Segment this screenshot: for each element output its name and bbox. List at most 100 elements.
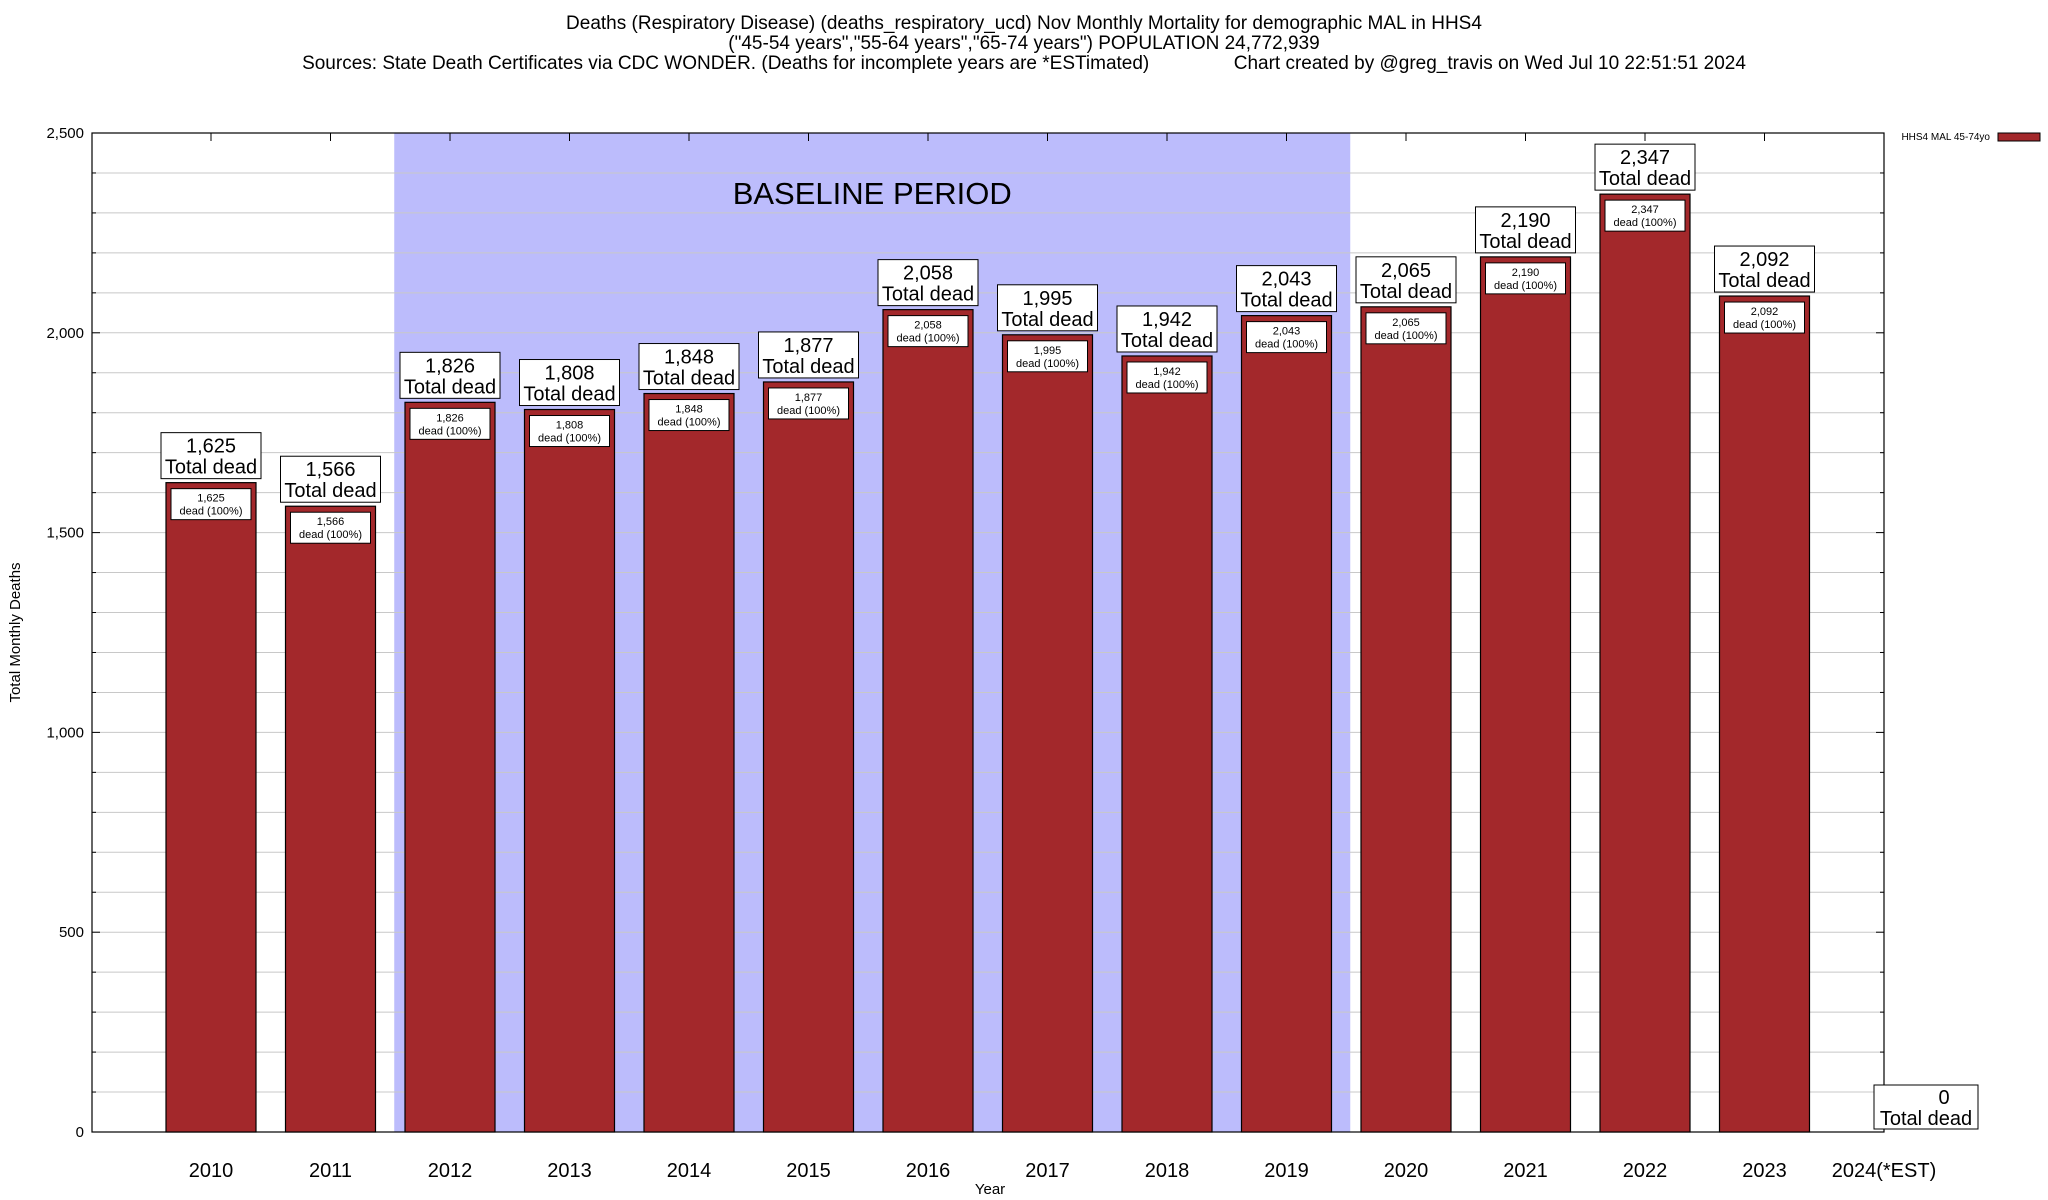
bar: [1599, 193, 1691, 1133]
x-tick-label: 2022: [1623, 1160, 1668, 1182]
bar-top-value: 2,058: [903, 263, 953, 285]
bar-inner-label-box: [648, 399, 730, 432]
bar: [1121, 355, 1213, 1133]
bar-inner-caption: dead (100%): [1494, 280, 1557, 292]
bar-inner-value: 2,043: [1273, 326, 1301, 338]
bar-inner-caption: dead (100%): [658, 417, 721, 429]
x-tick-label: 2014: [667, 1160, 712, 1182]
bar-top-label-box: [1355, 256, 1457, 304]
x-tick-label: 2018: [1145, 1160, 1190, 1182]
bar-top-caption: Total dead: [762, 356, 854, 378]
chart-title: Deaths (Respiratory Disease) (deaths_res…: [0, 14, 2048, 54]
bar-inner-label-box: [529, 415, 610, 448]
bar-inner-value: 1,877: [795, 392, 823, 404]
bar-inner-label-box: [1126, 361, 1208, 394]
bar-top-value: 1,877: [783, 335, 833, 357]
bar-inner-label-box: [887, 315, 969, 348]
bar-inner-value: 1,826: [436, 412, 464, 424]
bar-inner-label-box: [409, 407, 491, 440]
bar: [1718, 295, 1811, 1133]
bar-top-label-box: [758, 331, 859, 379]
x-tick-label: 2016: [906, 1160, 951, 1182]
bar-top-value: 0: [1938, 1087, 1949, 1109]
y-tick-label: 1,500: [46, 525, 84, 542]
x-tick-label: 2015: [786, 1160, 831, 1182]
baseline-period-label: BASELINE PERIOD: [733, 176, 1012, 211]
bar-inner-caption: dead (100%): [180, 506, 243, 518]
x-tick-label: 2012: [428, 1160, 473, 1182]
bar-inner-value: 2,065: [1392, 317, 1420, 329]
bar-top-value: 2,043: [1261, 269, 1311, 291]
bar-top-caption: Total dead: [165, 457, 257, 479]
bar-top-caption: Total dead: [1360, 281, 1452, 303]
bar-top-label-box: [519, 359, 620, 407]
bar-top-value: 1,808: [544, 363, 594, 385]
sources-text: Sources: State Death Certificates via CD…: [302, 53, 1150, 74]
bar-top-label-box: [1116, 305, 1218, 353]
bar-top-value: 2,347: [1620, 147, 1670, 169]
x-tick-label: 2020: [1384, 1160, 1429, 1182]
bar-top-label-box: [160, 432, 262, 480]
title-line-1: Deaths (Respiratory Disease) (deaths_res…: [566, 13, 1482, 34]
bar: [882, 309, 974, 1133]
bar-inner-label-box: [290, 511, 371, 544]
y-tick-label: 1,000: [46, 724, 84, 741]
bar-top-value: 1,826: [425, 355, 475, 377]
x-tick-label: 2023: [1742, 1160, 1787, 1182]
bar-inner-value: 1,848: [675, 404, 703, 416]
bar-inner-caption: dead (100%): [419, 425, 482, 437]
bar-top-label-box: [1236, 265, 1337, 313]
bar-top-caption: Total dead: [882, 284, 974, 306]
bar-top-caption: Total dead: [1121, 330, 1213, 352]
bar-top-label-box: [1873, 1084, 1979, 1130]
bar-top-label-box: [1594, 143, 1696, 191]
bar-inner-value: 2,058: [914, 320, 942, 332]
bar-top-caption: Total dead: [643, 368, 735, 390]
bar-inner-value: 1,942: [1153, 366, 1181, 378]
bar: [1479, 256, 1572, 1133]
legend-swatch: [1997, 132, 2041, 142]
x-tick-label: 2017: [1025, 1160, 1070, 1182]
bar-top-caption: Total dead: [1479, 231, 1571, 253]
bar-inner-label-box: [1604, 199, 1686, 232]
bar-inner-value: 1,625: [197, 493, 225, 505]
bar-inner-caption: dead (100%): [897, 333, 960, 345]
bar-top-label-box: [1714, 245, 1815, 293]
bar-top-caption: Total dead: [1718, 270, 1810, 292]
bar-inner-caption: dead (100%): [1255, 339, 1318, 351]
bar-inner-value: 1,808: [556, 420, 584, 432]
x-tick-label: 2011: [309, 1160, 352, 1182]
title-line-3: Sources: State Death Certificates via CD…: [0, 54, 2048, 74]
bar-inner-value: 2,092: [1751, 306, 1779, 318]
bar-top-caption: Total dead: [1880, 1108, 1972, 1130]
bar-top-caption: Total dead: [1001, 309, 1093, 331]
x-tick-label: 2019: [1264, 1160, 1309, 1182]
x-tick-label: 2013: [547, 1160, 592, 1182]
x-tick-label: 2024(*EST): [1832, 1160, 1937, 1182]
bar-top-label-box: [399, 351, 501, 399]
x-tick-label: 2010: [189, 1160, 234, 1182]
bar: [523, 408, 616, 1133]
bar-inner-label-box: [1365, 312, 1447, 345]
bar: [404, 401, 496, 1133]
bar-inner-label-box: [1724, 301, 1805, 334]
bar-top-value: 1,848: [664, 347, 714, 369]
x-axis-label: Year: [975, 1181, 1005, 1198]
bar: [1360, 306, 1452, 1133]
bar-top-caption: Total dead: [284, 480, 376, 502]
bar: [643, 392, 735, 1133]
bar-inner-label-box: [768, 387, 849, 420]
bar-top-value: 2,065: [1381, 260, 1431, 282]
bar-inner-caption: dead (100%): [1733, 319, 1796, 331]
bar-top-label-box: [638, 343, 740, 391]
bar-top-label-box: [1475, 206, 1576, 254]
bar-inner-caption: dead (100%): [538, 433, 601, 445]
bar-top-caption: Total dead: [1599, 168, 1691, 190]
bar: [1001, 334, 1094, 1133]
credit-text: Chart created by @greg_travis on Wed Jul…: [1233, 53, 1746, 74]
bar-inner-caption: dead (100%): [1136, 379, 1199, 391]
bar: [1240, 315, 1333, 1133]
bar-inner-value: 1,995: [1034, 345, 1062, 357]
title-line-2: ("45-54 years","55-64 years","65-74 year…: [728, 33, 1320, 54]
